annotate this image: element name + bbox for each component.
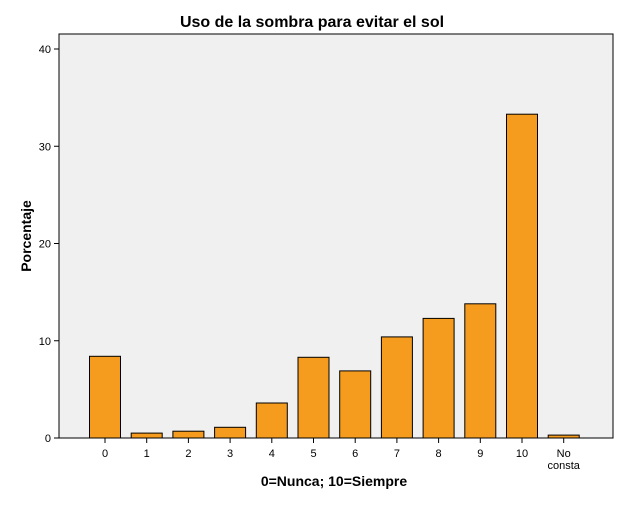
x-axis-title: 0=Nunca; 10=Siempre — [261, 473, 408, 489]
bar — [380, 336, 413, 439]
bar — [464, 303, 497, 439]
bar — [89, 355, 121, 439]
bar — [130, 432, 163, 439]
x-tick-label: 4 — [269, 448, 275, 460]
bar — [214, 426, 247, 439]
y-tick-label: 20 — [39, 239, 51, 251]
x-tick-label: 7 — [394, 448, 400, 460]
x-tick-label: 10 — [516, 448, 528, 460]
x-tick-label: 0 — [102, 448, 108, 460]
y-tick-label: 40 — [39, 44, 51, 56]
x-tick-label: 3 — [227, 448, 233, 460]
bar — [506, 113, 538, 439]
y-tick-label: 0 — [45, 433, 51, 445]
y-axis: 0 10 20 30 40 — [39, 44, 59, 445]
y-tick-label: 30 — [39, 141, 51, 153]
bar — [172, 430, 205, 439]
x-tick-label: 8 — [436, 448, 442, 460]
x-tick-label: 5 — [310, 448, 316, 460]
bar — [422, 317, 455, 439]
x-tick-label: 9 — [477, 448, 483, 460]
x-axis: 0 1 2 3 4 5 6 7 8 9 10 No consta — [102, 438, 581, 472]
bar — [339, 370, 372, 439]
x-tick-label: 6 — [352, 448, 358, 460]
bar — [297, 356, 330, 439]
x-tick-label: No consta — [547, 448, 580, 472]
bar — [255, 402, 288, 439]
bar — [547, 434, 580, 439]
x-tick-label: 1 — [144, 448, 150, 460]
y-tick-label: 10 — [39, 336, 51, 348]
x-tick-label: 2 — [185, 448, 191, 460]
chart-title: Uso de la sombra para evitar el sol — [180, 14, 444, 31]
y-axis-title: Porcentaje — [18, 200, 34, 272]
